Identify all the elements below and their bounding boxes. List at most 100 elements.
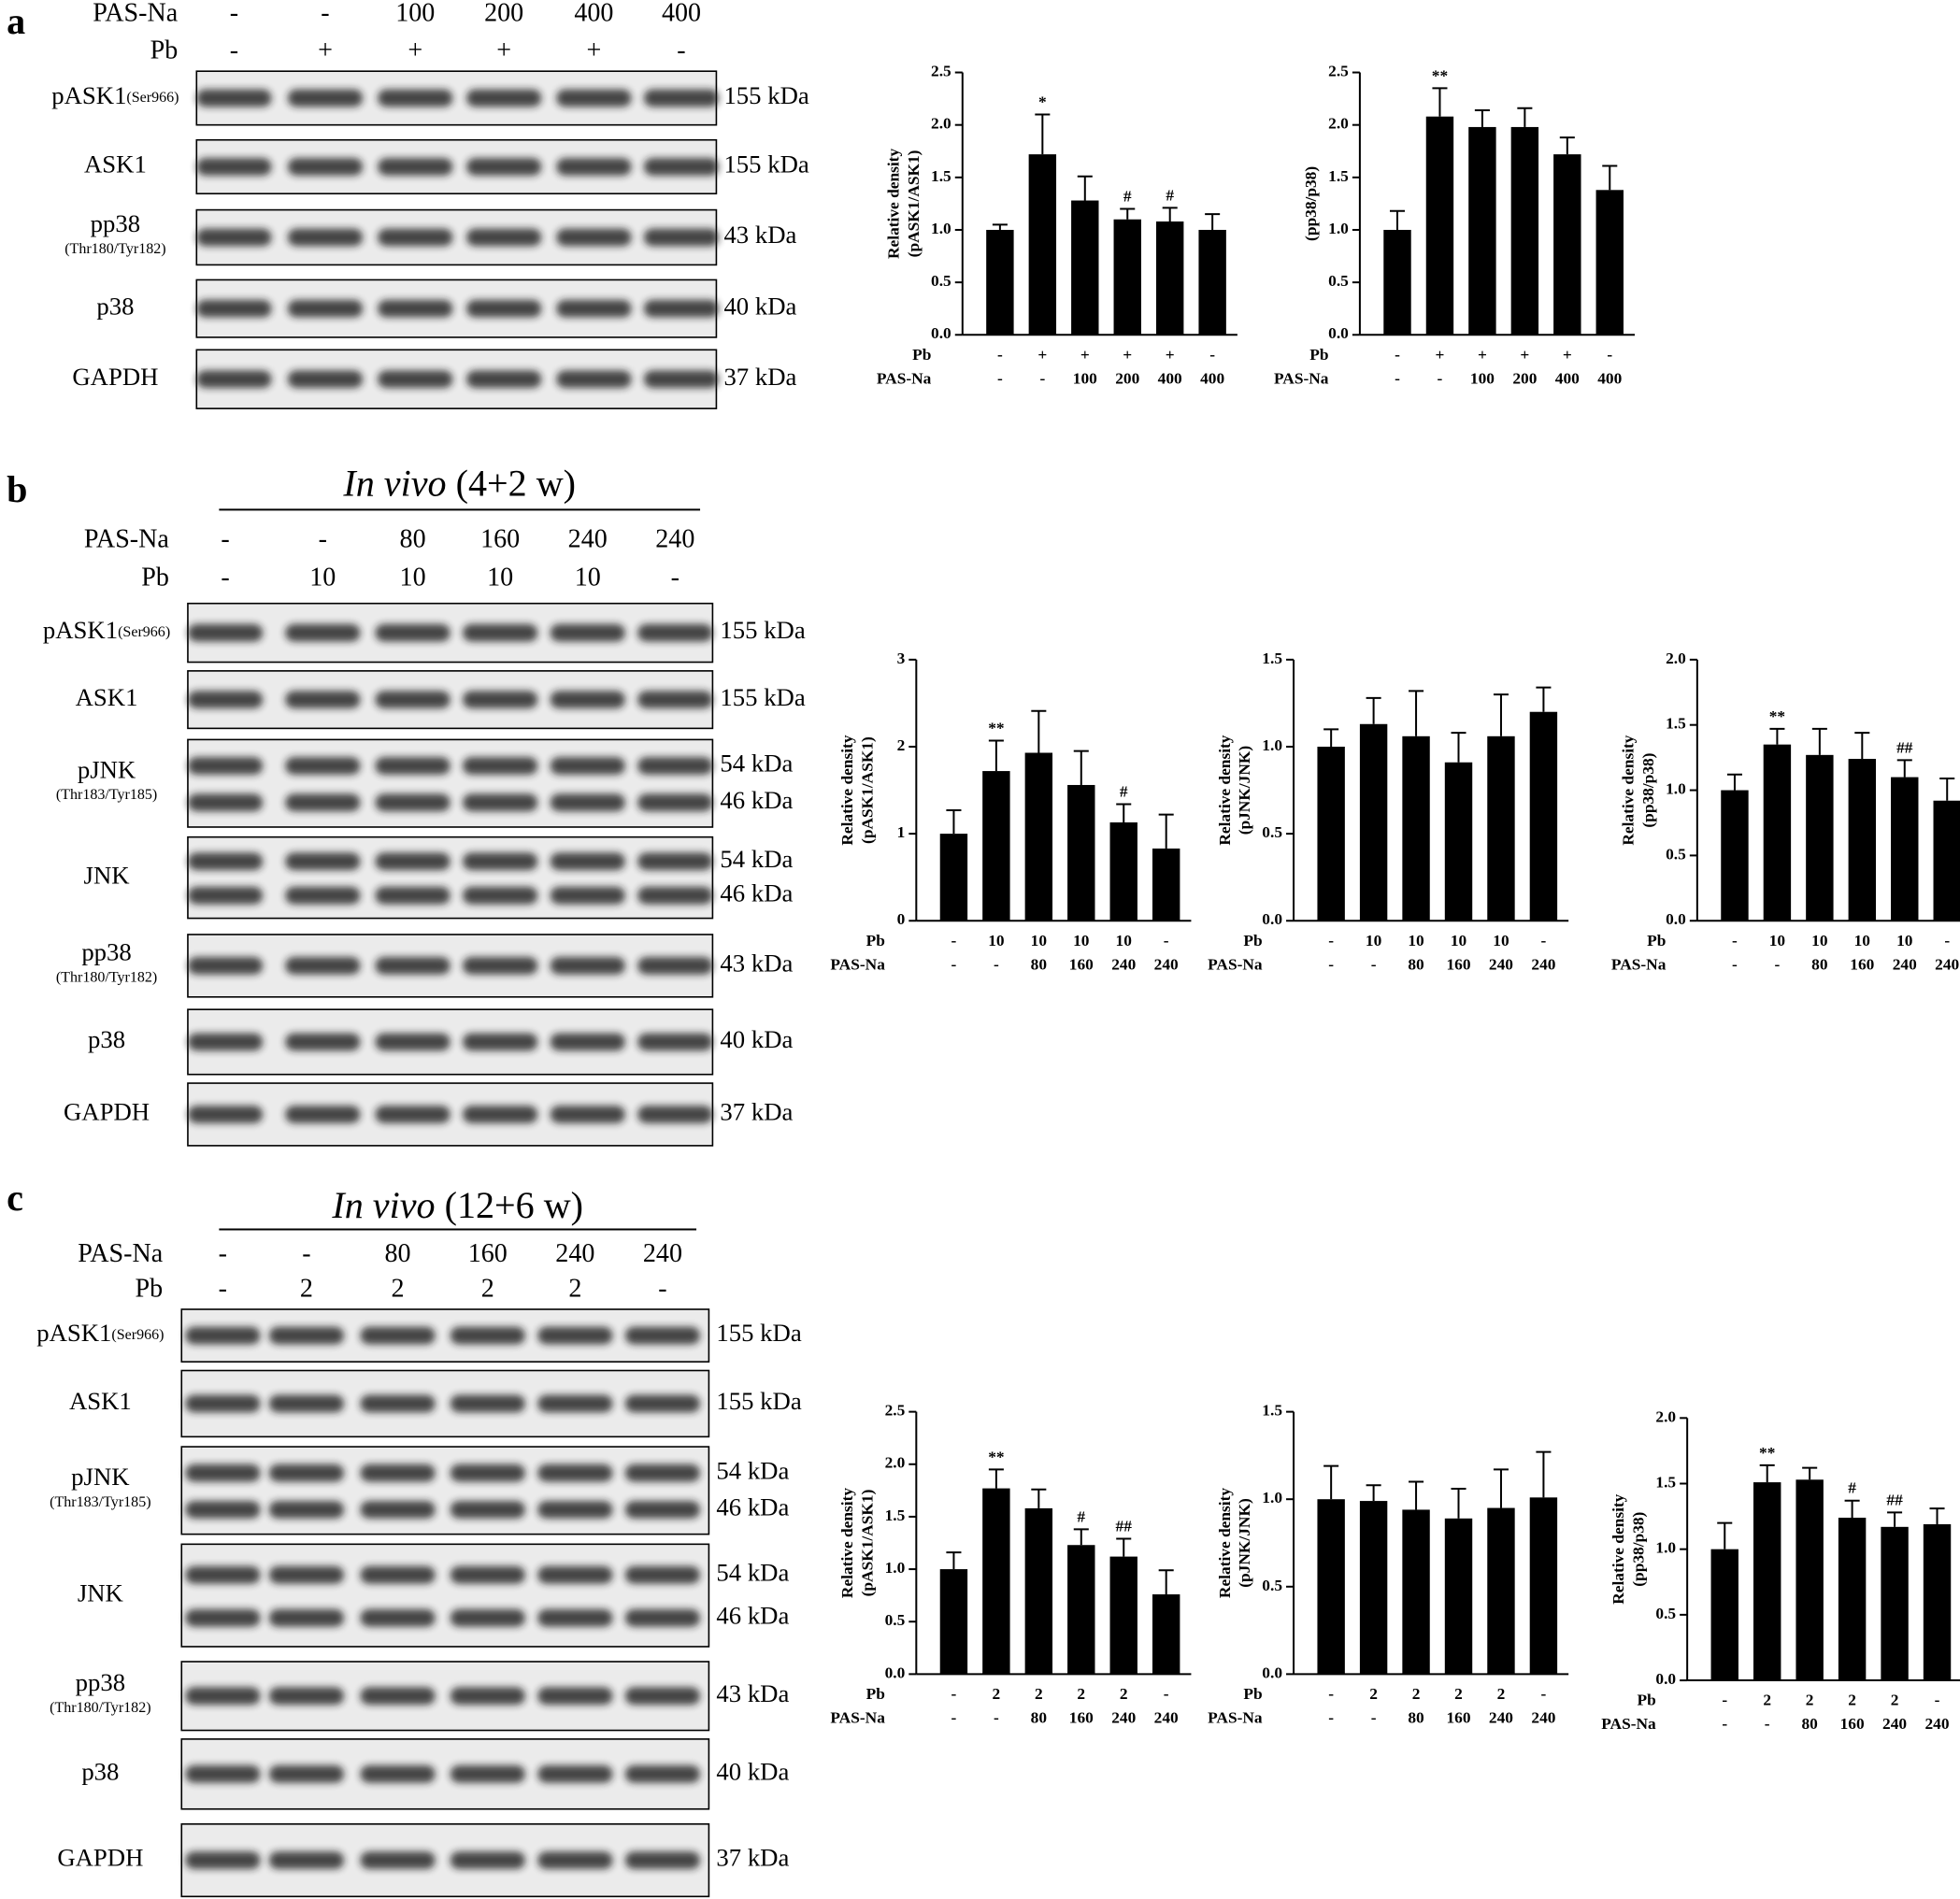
bar xyxy=(1317,1499,1345,1675)
protein-label: pp38 xyxy=(91,209,140,237)
y-tick-label: 1.5 xyxy=(1262,650,1282,667)
y-axis-label: (pASK1/ASK1) xyxy=(859,736,877,844)
x-tick-label: 10 xyxy=(1451,932,1467,950)
band xyxy=(287,299,364,318)
band xyxy=(537,1565,613,1584)
band xyxy=(375,852,451,871)
band xyxy=(185,1851,261,1869)
protein-label: ASK1 xyxy=(84,150,147,178)
y-axis-label: (pJNK/JNK) xyxy=(1236,1498,1253,1588)
band xyxy=(360,1326,436,1345)
treatment-name: PAS-Na xyxy=(84,524,170,553)
band xyxy=(375,623,451,642)
x-tick-label: + xyxy=(1436,346,1445,364)
y-tick-label: 0.5 xyxy=(1262,1577,1282,1594)
band xyxy=(185,1501,261,1519)
y-tick-label: 2.5 xyxy=(1328,63,1349,80)
y-tick-label: 0.0 xyxy=(1655,1670,1676,1688)
size-label: 155 kDa xyxy=(720,683,805,711)
title-rest: (4+2 w) xyxy=(456,463,576,505)
x-tick-label: 2 xyxy=(993,1685,1001,1703)
x-tick-label: - xyxy=(1775,955,1781,973)
bar xyxy=(1024,1507,1053,1675)
y-tick-label: 0.5 xyxy=(1328,272,1349,290)
x-tick-label: 240 xyxy=(1111,1708,1136,1726)
significance: ## xyxy=(1886,1491,1903,1508)
treatment-value: + xyxy=(496,36,511,65)
x-tick-label: 240 xyxy=(1154,1708,1179,1726)
x-tick-label: - xyxy=(1944,932,1950,950)
bar xyxy=(1468,126,1496,336)
band xyxy=(285,623,361,642)
band xyxy=(378,370,453,389)
bar xyxy=(1425,116,1454,336)
y-tick-label: 2 xyxy=(897,736,906,754)
y-tick-label: 1.0 xyxy=(1666,780,1686,798)
x-tick-label: - xyxy=(1541,932,1547,950)
band xyxy=(466,370,542,389)
blot-box xyxy=(195,349,718,409)
bar xyxy=(1152,848,1180,921)
band xyxy=(463,852,538,871)
band xyxy=(637,1106,713,1123)
size-label: 40 kDa xyxy=(720,1025,793,1053)
bar xyxy=(1152,1594,1180,1675)
band xyxy=(550,623,625,642)
size-label: 46 kDa xyxy=(716,1493,789,1521)
y-tick-label: 1.0 xyxy=(885,1559,906,1577)
significance: # xyxy=(1166,186,1174,204)
y-tick-label: 0.0 xyxy=(1262,910,1282,928)
bar xyxy=(1109,822,1137,921)
protein-label: pASK1(Ser966) xyxy=(51,81,179,109)
treatment-value: 240 xyxy=(568,524,608,553)
y-tick-label: 0 xyxy=(897,910,906,928)
protein-label: p38 xyxy=(81,1757,119,1785)
band xyxy=(187,852,264,871)
band xyxy=(537,1464,613,1482)
bar xyxy=(1359,1501,1388,1675)
treatment-value: 2 xyxy=(300,1274,313,1303)
significance: # xyxy=(1848,1479,1856,1497)
band xyxy=(466,89,542,107)
band xyxy=(643,299,720,318)
band xyxy=(556,89,632,107)
treatment-value: 10 xyxy=(309,564,336,593)
band xyxy=(466,158,542,176)
blot-box xyxy=(195,208,718,266)
treatment-value: - xyxy=(302,1239,310,1268)
protein-site: (Thr183/Tyr185) xyxy=(50,1494,150,1510)
band xyxy=(378,158,453,176)
x-tick-label: 2 xyxy=(1848,1692,1856,1709)
treatment-name: Pb xyxy=(141,564,169,593)
x-row-name: Pb xyxy=(866,1685,885,1703)
x-tick-label: - xyxy=(1328,1685,1334,1703)
size-label: 37 kDa xyxy=(723,363,796,391)
band xyxy=(375,757,451,775)
band xyxy=(550,957,625,975)
treatment-value: 2 xyxy=(392,1274,405,1303)
size-label: 155 kDa xyxy=(723,81,808,109)
y-tick-label: 0.0 xyxy=(931,324,951,342)
size-label: 54 kDa xyxy=(720,845,793,873)
band xyxy=(360,1764,436,1783)
x-tick-label: 240 xyxy=(1489,1708,1513,1726)
band xyxy=(624,1764,701,1783)
treatment-value: - xyxy=(658,1274,666,1303)
x-tick-label: 160 xyxy=(1840,1715,1865,1733)
y-tick-label: 2.5 xyxy=(931,63,951,80)
x-tick-label: 2 xyxy=(1369,1685,1378,1703)
x-tick-label: 80 xyxy=(1031,1708,1048,1726)
x-tick-label: - xyxy=(1607,346,1612,364)
band xyxy=(450,1851,525,1869)
treatment-value: + xyxy=(408,36,422,65)
protein-label: GAPDH xyxy=(57,1844,143,1872)
band xyxy=(550,1033,625,1051)
bar xyxy=(1359,723,1388,921)
protein-site: (Thr180/Tyr182) xyxy=(64,241,165,257)
treatment-name: PAS-Na xyxy=(78,1239,164,1268)
x-tick-label: + xyxy=(1166,346,1175,364)
x-row-name: Pb xyxy=(1637,1692,1655,1709)
y-tick-label: 0.0 xyxy=(1262,1663,1282,1681)
band xyxy=(624,1326,701,1345)
band xyxy=(360,1501,436,1519)
